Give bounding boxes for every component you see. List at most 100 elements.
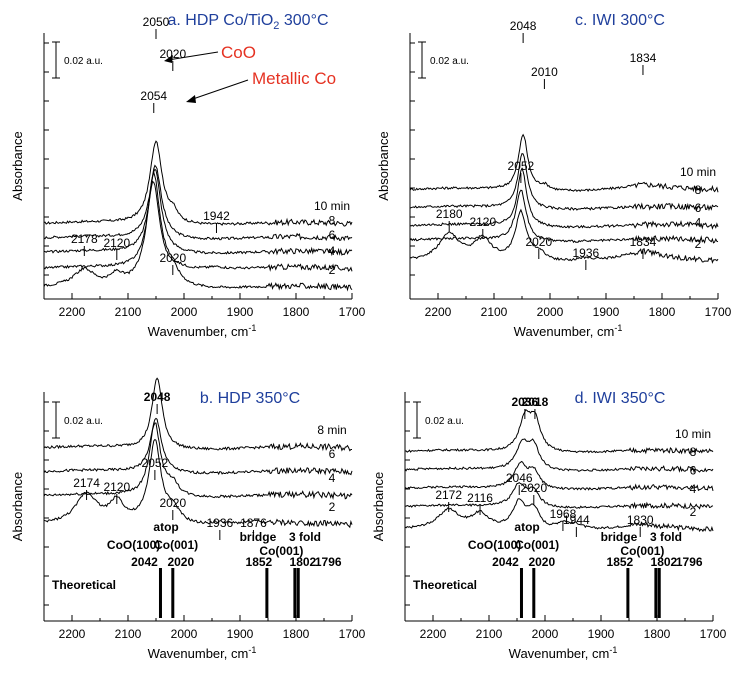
theoretical-line bbox=[293, 568, 297, 618]
series-label: 8 bbox=[690, 445, 697, 459]
x-axis-label: Wavenumber, cm-1 bbox=[148, 645, 257, 661]
peak-label: 2020 bbox=[159, 47, 186, 61]
spectrum-line bbox=[404, 409, 714, 455]
x-axis-label: Wavenumber, cm-1 bbox=[148, 323, 257, 339]
x-axis-label-text: Wavenumber, cm bbox=[148, 324, 249, 339]
series-label: 2 bbox=[329, 263, 336, 277]
peak-label: 2020 bbox=[525, 235, 552, 249]
theoretical-line bbox=[296, 568, 300, 618]
x-axis-label: Wavenumber, cm-1 bbox=[509, 645, 618, 661]
series-label: 8 min bbox=[317, 423, 346, 437]
x-tick-label: 2200 bbox=[420, 627, 447, 641]
series-label: 10 min bbox=[675, 427, 711, 441]
spectrum-line bbox=[404, 460, 714, 492]
chart-title: a. HDP Co/TiO2 300°C bbox=[167, 12, 328, 32]
x-tick-label: 2100 bbox=[115, 305, 142, 319]
theoretical-value-label: 1852 bbox=[246, 555, 273, 569]
peak-label: 2048 bbox=[144, 390, 171, 404]
y-axis-label: Absorbance bbox=[371, 472, 386, 541]
spectrum-line bbox=[409, 189, 719, 244]
site-label-bridge: bridge bbox=[240, 530, 277, 544]
peak-label: 1876 bbox=[240, 516, 267, 530]
peak-label: 2036 bbox=[511, 395, 538, 409]
spectrum-line bbox=[43, 168, 353, 257]
peak-label: 2178 bbox=[71, 232, 98, 246]
site-label-co001-atop: Co(001) bbox=[515, 538, 559, 552]
peak-label: 2020 bbox=[159, 251, 186, 265]
spectrum-line bbox=[43, 140, 353, 227]
x-tick-label: 1900 bbox=[593, 305, 620, 319]
theoretical-line bbox=[626, 568, 630, 618]
peak-label: 2116 bbox=[467, 491, 493, 505]
chart-panel-2: 2200 2100 2000 1900 1800 1700 Wavenumber, cm-1… bbox=[376, 12, 732, 339]
theoretical-value-label: 2020 bbox=[528, 555, 555, 569]
x-tick-label: 2000 bbox=[171, 305, 198, 319]
series-label: 6 bbox=[329, 447, 336, 461]
series-label: 2 bbox=[690, 505, 697, 519]
theoretical-line bbox=[158, 568, 162, 618]
chart-title-text: a. HDP Co/TiO bbox=[167, 12, 273, 29]
series-label: 2 bbox=[695, 237, 702, 251]
x-axis-label-text: Wavenumber, cm bbox=[509, 646, 610, 661]
x-axis-label-text: Wavenumber, cm bbox=[148, 646, 249, 661]
chart-panel-4: 2200 2100 2000 1900 1800 1700 Wavenumber, cm-1… bbox=[371, 390, 727, 661]
annotation-metallic-co: Metallic Co bbox=[252, 69, 336, 88]
series-label: 6 bbox=[329, 228, 336, 242]
scale-bar-label: 0.02 a.u. bbox=[425, 416, 464, 427]
site-label-bridge: bridge bbox=[601, 530, 638, 544]
theoretical-value-label: 2042 bbox=[492, 555, 519, 569]
spectrum-line bbox=[404, 498, 714, 533]
theoretical-line bbox=[171, 568, 175, 618]
peak-label: 1944 bbox=[563, 513, 590, 527]
x-tick-label: 2200 bbox=[59, 627, 86, 641]
spectrum-line bbox=[43, 164, 353, 242]
theoretical-value-label: 1796 bbox=[676, 555, 703, 569]
site-label-co001-hollow: Co(001) bbox=[259, 544, 303, 558]
series-label: 10 min bbox=[680, 165, 716, 179]
peak-label: 2120 bbox=[103, 236, 130, 250]
peak-label: 2052 bbox=[508, 159, 535, 173]
peak-label: 1830 bbox=[627, 513, 654, 527]
x-axis-label-superscript: -1 bbox=[614, 323, 622, 333]
theoretical-line bbox=[265, 568, 269, 618]
spectrum-line bbox=[404, 481, 714, 510]
peak-label: 2046 bbox=[506, 471, 533, 485]
series-label: 4 bbox=[695, 215, 702, 229]
x-tick-label: 1900 bbox=[227, 627, 254, 641]
x-axis-label-superscript: -1 bbox=[609, 645, 617, 655]
x-tick-label: 1800 bbox=[283, 627, 310, 641]
peak-label: 2020 bbox=[159, 496, 186, 510]
spectrum-line bbox=[43, 180, 353, 292]
x-tick-label: 1700 bbox=[339, 627, 366, 641]
series-label: 8 bbox=[695, 183, 702, 197]
theoretical-label: Theoretical bbox=[413, 578, 477, 592]
theoretical-value-label: 1802 bbox=[651, 555, 678, 569]
peak-label: 1936 bbox=[572, 246, 599, 260]
series-label: 4 bbox=[690, 482, 697, 496]
x-axis-label-superscript: -1 bbox=[248, 323, 256, 333]
site-label-atop: atop bbox=[514, 520, 539, 534]
site-label-coo100: CoO(100) bbox=[468, 538, 521, 552]
spectrum-line bbox=[43, 438, 353, 529]
theoretical-line bbox=[654, 568, 658, 618]
annotation-coo: CoO bbox=[221, 43, 256, 62]
series-label: 4 bbox=[329, 471, 336, 485]
x-axis-label-text: Wavenumber, cm bbox=[514, 324, 615, 339]
peak-label: 1834 bbox=[630, 51, 657, 65]
x-tick-label: 1800 bbox=[644, 627, 671, 641]
theoretical-line bbox=[532, 568, 536, 618]
x-tick-label: 1700 bbox=[339, 305, 366, 319]
arrowhead-coo bbox=[164, 55, 173, 63]
chart-panel-1: 2200 2100 2000 1900 1800 1700 Wavenumber, cm-1… bbox=[10, 12, 366, 339]
x-tick-label: 2100 bbox=[115, 627, 142, 641]
peak-label: 2020 bbox=[520, 481, 547, 495]
x-tick-label: 2000 bbox=[171, 627, 198, 641]
arrowhead-metallic-co bbox=[186, 95, 196, 103]
peak-label: 2174 bbox=[73, 476, 100, 490]
scale-bar-label: 0.02 a.u. bbox=[64, 416, 103, 427]
chart-title-tail: 300°C bbox=[279, 12, 328, 29]
peak-label: 2120 bbox=[103, 480, 130, 494]
chart-panel-3: 2200 2100 2000 1900 1800 1700 Wavenumber, cm-1… bbox=[10, 377, 366, 661]
peak-label: 2054 bbox=[140, 89, 167, 103]
